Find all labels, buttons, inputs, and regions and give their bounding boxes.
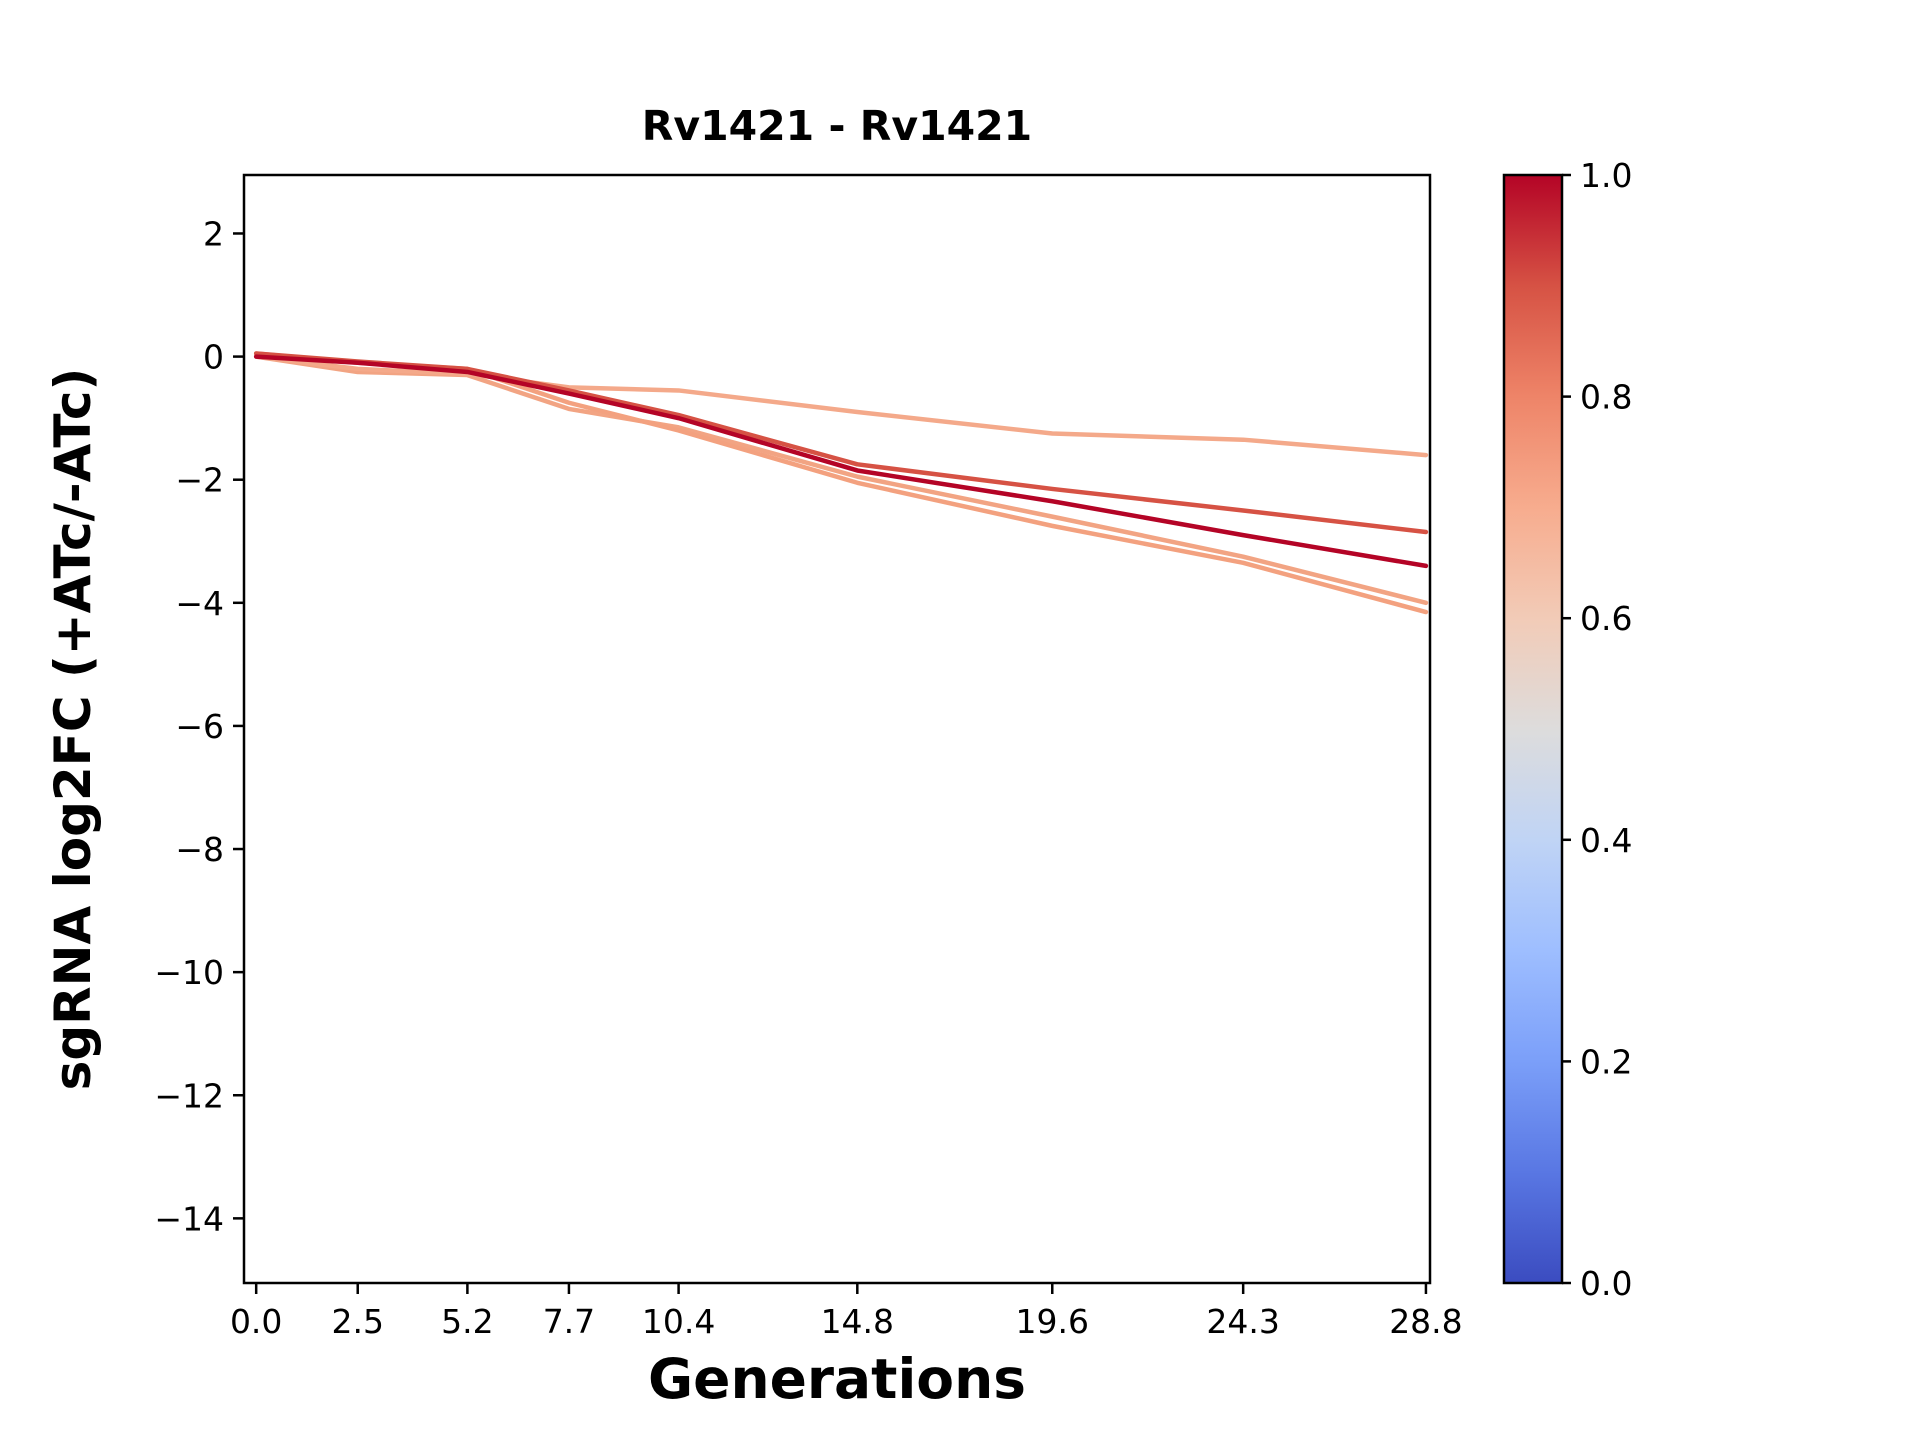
y-axis-label: sgRNA log2FC (+ATc/-ATc) <box>44 368 102 1091</box>
y-tick-label: 0 <box>203 338 224 377</box>
x-tick-label: 2.5 <box>331 1302 383 1341</box>
colorbar-tick-label: 0.4 <box>1580 821 1632 860</box>
colorbar-tick-label: 0.2 <box>1580 1042 1632 1081</box>
y-tick-label: −2 <box>175 461 224 500</box>
x-tick-label: 24.3 <box>1206 1302 1279 1341</box>
x-tick-label: 10.4 <box>642 1302 715 1341</box>
x-tick-label: 0.0 <box>230 1302 282 1341</box>
colorbar-tick-label: 0.8 <box>1580 378 1632 417</box>
series-line <box>253 354 1429 569</box>
series-line <box>253 354 1429 458</box>
x-tick-label: 5.2 <box>441 1302 493 1341</box>
y-tick-label: −8 <box>175 830 224 869</box>
series-line <box>253 354 1429 606</box>
y-tick-label: −12 <box>154 1076 224 1115</box>
x-tick-label: 28.8 <box>1389 1302 1462 1341</box>
series-lines <box>253 351 1429 615</box>
colorbar: 1.0 0.8 0.6 0.4 0.2 0.0 <box>1502 156 1632 1303</box>
x-axis-label: Generations <box>648 1347 1026 1411</box>
y-tick-label: −6 <box>175 707 224 746</box>
plot-area <box>244 175 1430 1283</box>
x-tick-label: 19.6 <box>1016 1302 1089 1341</box>
plot-border <box>242 173 1432 1285</box>
y-tick-label: −10 <box>154 953 224 992</box>
axes-layer: 0.0 2.5 5.2 7.7 10.4 14.8 19.6 24.3 28.8 2 0 −2 −4 −6… <box>154 173 1463 1341</box>
x-tick-label: 7.7 <box>543 1302 595 1341</box>
y-tick-label: 2 <box>203 214 224 253</box>
y-tick-label: −4 <box>175 584 224 623</box>
colorbar-tick-label: 1.0 <box>1580 156 1632 195</box>
colorbar-tick-label: 0.6 <box>1580 599 1632 638</box>
colorbar-gradient <box>1502 173 1564 1285</box>
chart-title: Rv1421 - Rv1421 <box>642 102 1032 150</box>
colorbar-tick-label: 0.0 <box>1580 1264 1632 1303</box>
y-tick-label: −14 <box>154 1199 224 1238</box>
x-tick-label: 14.8 <box>821 1302 894 1341</box>
